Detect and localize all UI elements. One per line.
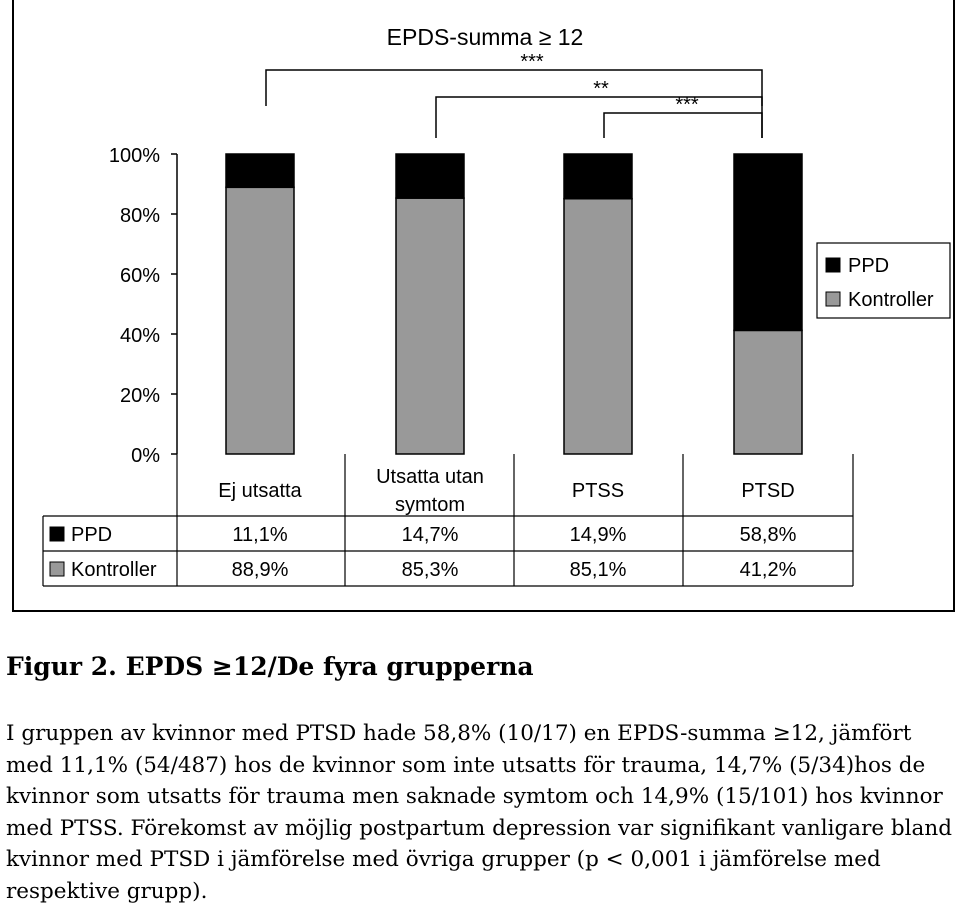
figure-caption-body: I gruppen av kvinnor med PTSD hade 58,8%… — [6, 721, 952, 904]
table-row-swatch — [49, 561, 65, 577]
bar-segment-ppd — [225, 153, 295, 189]
table-cell-value: 14,9% — [570, 524, 627, 546]
table-cell-value: 58,8% — [740, 524, 797, 546]
table-cell-value: 85,3% — [402, 559, 459, 581]
bar-segment-kontroller — [225, 186, 295, 455]
significance-label: *** — [520, 51, 544, 73]
y-tick-label: 60% — [120, 265, 160, 287]
bar-segment-ppd — [733, 153, 803, 332]
significance-label: *** — [675, 94, 699, 116]
category-label: Utsatta utan — [376, 466, 484, 488]
figure-caption-title: Figur 2. EPDS ≥12/De fyra grupperna — [6, 652, 534, 681]
legend-label: Kontroller — [848, 289, 934, 311]
significance-bracket — [265, 69, 763, 106]
category-label: PTSS — [572, 480, 624, 502]
bar-segment-kontroller — [733, 329, 803, 455]
table-row-label: PPD — [71, 524, 112, 546]
table-cell-value: 88,9% — [232, 559, 289, 581]
table-row-label: Kontroller — [71, 559, 157, 581]
y-tick-label: 100% — [109, 145, 160, 167]
category-label: Ej utsatta — [218, 480, 302, 502]
significance-brackets: ******** — [265, 51, 763, 138]
legend-swatch-kontroller — [825, 291, 841, 307]
table-cell-value: 41,2% — [740, 559, 797, 581]
table-cell-value: 85,1% — [570, 559, 627, 581]
bar-segment-ppd — [395, 153, 465, 199]
table-cell-value: 11,1% — [232, 524, 287, 546]
stacked-bar-chart: EPDS-summa ≥ 12 ******** 0%20%40%60%80%1… — [42, 24, 951, 587]
data-table: Ej utsatta Utsatta utan symtom PTSS PTSD PPD 1… — [42, 454, 854, 587]
legend-swatch-ppd — [825, 257, 841, 273]
y-tick-label: 80% — [120, 205, 160, 227]
bar-segment-kontroller — [395, 197, 465, 455]
table-cell-value: 14,7% — [402, 524, 459, 546]
category-label: symtom — [395, 494, 465, 516]
bars — [225, 153, 803, 455]
y-tick-label: 0% — [131, 445, 160, 467]
significance-bracket — [435, 96, 763, 138]
table-row-swatch — [49, 526, 65, 542]
y-tick-label: 40% — [120, 325, 160, 347]
bar-segment-ppd — [563, 153, 633, 200]
significance-label: ** — [593, 78, 609, 100]
chart-frame — [12, 0, 955, 612]
significance-bracket — [603, 112, 763, 138]
legend: PPD Kontroller — [816, 242, 951, 319]
chart-title: EPDS-summa ≥ 12 — [387, 24, 584, 50]
y-tick-label: 20% — [120, 385, 160, 407]
category-label: PTSD — [741, 480, 794, 502]
y-axis: 0% 20% 40% 60% 80% 100% — [109, 145, 178, 467]
bar-segment-kontroller — [563, 197, 633, 455]
legend-label: PPD — [848, 255, 889, 277]
